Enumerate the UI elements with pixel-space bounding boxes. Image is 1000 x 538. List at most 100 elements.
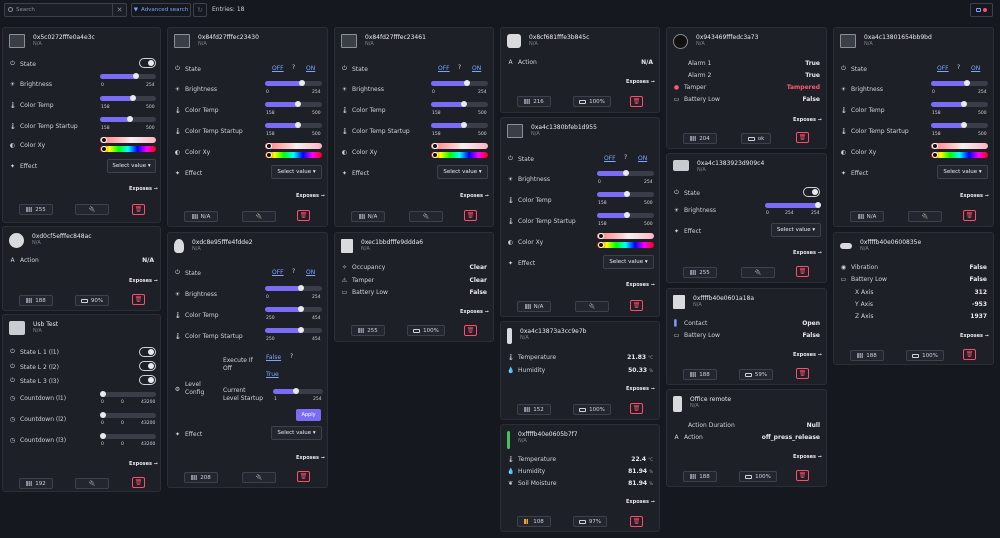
color-temp-startup-slider[interactable] <box>100 116 156 122</box>
color-temp-slider[interactable] <box>265 306 322 312</box>
exposes-link[interactable]: Exposes ➞ <box>793 352 822 358</box>
brightness-slider[interactable] <box>265 285 322 291</box>
effect-select[interactable]: Select value ▾ <box>271 165 322 179</box>
reset-button[interactable]: ↻ <box>193 3 207 17</box>
exposes-link[interactable]: Exposes ➞ <box>960 333 989 339</box>
color-temp-gradient[interactable] <box>931 143 988 149</box>
brightness-slider[interactable] <box>931 80 988 86</box>
color-temp-slider[interactable] <box>431 101 488 107</box>
color-temp-gradient[interactable] <box>265 143 322 149</box>
countdown-l1-slider[interactable] <box>100 391 156 397</box>
off-link[interactable]: OFF <box>272 269 284 276</box>
off-link[interactable]: OFF <box>937 65 949 72</box>
effect-select[interactable]: Select value ▾ <box>107 159 156 173</box>
execute-if-off-value[interactable]: False <box>266 354 282 361</box>
exposes-link[interactable]: Exposes ➞ <box>460 309 489 315</box>
state-toggle[interactable] <box>803 187 820 197</box>
device-image <box>673 160 689 171</box>
countdown-l2-slider[interactable] <box>100 412 156 418</box>
delete-button[interactable]: 🗑 <box>630 516 643 527</box>
brightness-slider[interactable] <box>100 73 156 79</box>
color-hue-gradient[interactable] <box>597 242 654 248</box>
clear-search-button[interactable]: ✕ <box>112 3 126 17</box>
device-name[interactable]: 0x5c0272fffe0a4e3c <box>33 34 95 41</box>
color-temp-startup-slider[interactable] <box>931 122 988 128</box>
exposes-link[interactable]: Exposes ➞ <box>626 499 655 505</box>
delete-button[interactable]: 🗑 <box>796 470 809 481</box>
delete-button[interactable]: 🗑 <box>630 96 643 107</box>
delete-button[interactable]: 🗑 <box>963 349 976 360</box>
brightness-slider[interactable] <box>265 80 322 86</box>
delete-button[interactable]: 🗑 <box>963 210 976 221</box>
exposes-link[interactable]: Exposes ➞ <box>793 117 822 123</box>
effect-select[interactable]: Select value ▾ <box>271 426 322 440</box>
color-hue-gradient[interactable] <box>100 146 156 152</box>
off-link[interactable]: OFF <box>604 155 616 162</box>
on-link[interactable]: ON <box>306 65 316 72</box>
on-link[interactable]: ON <box>971 65 981 72</box>
delete-button[interactable]: 🗑 <box>464 210 477 221</box>
color-temp-startup-slider[interactable] <box>265 122 322 128</box>
delete-button[interactable]: 🗑 <box>630 300 643 311</box>
exposes-link[interactable]: Exposes ➞ <box>793 454 822 460</box>
color-temp-slider[interactable] <box>597 191 654 197</box>
off-link[interactable]: OFF <box>272 65 284 72</box>
brightness-slider[interactable] <box>597 170 654 176</box>
exposes-link[interactable]: Exposes ➞ <box>626 79 655 85</box>
delete-button[interactable]: 🗑 <box>132 204 145 215</box>
exposes-link[interactable]: Exposes ➞ <box>460 193 489 199</box>
color-temp-gradient[interactable] <box>431 143 488 149</box>
current-level-value[interactable]: True <box>266 371 279 378</box>
color-temp-startup-slider[interactable] <box>265 327 322 333</box>
exposes-link[interactable]: Exposes ➞ <box>626 282 655 288</box>
on-link[interactable]: ON <box>638 155 648 162</box>
apply-button[interactable]: Apply <box>296 409 321 421</box>
effect-select[interactable]: Select value ▾ <box>437 165 488 179</box>
delete-button[interactable]: 🗑 <box>796 132 809 143</box>
advanced-search-button[interactable]: ▼ Advanced search <box>131 3 191 17</box>
color-temp-slider[interactable] <box>265 101 322 107</box>
delete-button[interactable]: 🗑 <box>796 266 809 277</box>
exposes-link[interactable]: Exposes ➞ <box>296 455 325 461</box>
search-input[interactable]: Search ✕ <box>4 3 127 17</box>
color-temp-gradient[interactable] <box>597 233 654 239</box>
delete-button[interactable]: 🗑 <box>796 368 809 379</box>
effect-select[interactable]: Select value ▾ <box>771 223 821 237</box>
state-toggle[interactable] <box>139 58 156 68</box>
exposes-link[interactable]: Exposes ➞ <box>960 193 989 199</box>
brightness-slider[interactable] <box>765 202 821 208</box>
color-hue-gradient[interactable] <box>931 152 988 158</box>
color-temp-gradient[interactable] <box>100 137 156 143</box>
color-hue-gradient[interactable] <box>265 152 322 158</box>
delete-button[interactable]: 🗑 <box>630 403 643 414</box>
exposes-link[interactable]: Exposes ➞ <box>626 386 655 392</box>
exposes-link[interactable]: Exposes ➞ <box>296 193 325 199</box>
on-link[interactable]: ON <box>472 65 482 72</box>
exposes-link[interactable]: Exposes ➞ <box>793 250 822 256</box>
effect-select[interactable]: Select value ▾ <box>603 255 654 269</box>
on-link[interactable]: ON <box>306 269 316 276</box>
color-hue-gradient[interactable] <box>431 152 488 158</box>
effect-select[interactable]: Select value ▾ <box>937 165 988 179</box>
color-temp-startup-slider[interactable] <box>431 122 488 128</box>
countdown-l3-slider[interactable] <box>100 433 156 439</box>
delete-button[interactable]: 🗑 <box>297 471 310 482</box>
state-l3-toggle[interactable] <box>139 375 156 385</box>
delete-button[interactable]: 🗑 <box>132 477 145 488</box>
state-l2-toggle[interactable] <box>139 361 156 371</box>
exposes-link[interactable]: Exposes ➞ <box>129 278 158 284</box>
exposes-link[interactable]: Exposes ➞ <box>129 186 158 192</box>
color-temp-slider[interactable] <box>931 101 988 107</box>
notifications-button[interactable] <box>970 3 993 17</box>
color-temp-slider[interactable] <box>100 95 156 101</box>
brightness-slider[interactable] <box>431 80 488 86</box>
delete-button[interactable]: 🗑 <box>464 325 477 336</box>
state-l1-toggle[interactable] <box>139 347 156 357</box>
device-card: 0xffffb40e0605b7f7 N/A 🌡 Temperature 22.4 … <box>500 424 660 532</box>
exposes-link[interactable]: Exposes ➞ <box>129 461 158 467</box>
delete-button[interactable]: 🗑 <box>132 294 145 305</box>
color-temp-startup-slider[interactable] <box>597 212 654 218</box>
delete-button[interactable]: 🗑 <box>297 210 310 221</box>
level-slider[interactable] <box>273 388 323 394</box>
off-link[interactable]: OFF <box>438 65 450 72</box>
